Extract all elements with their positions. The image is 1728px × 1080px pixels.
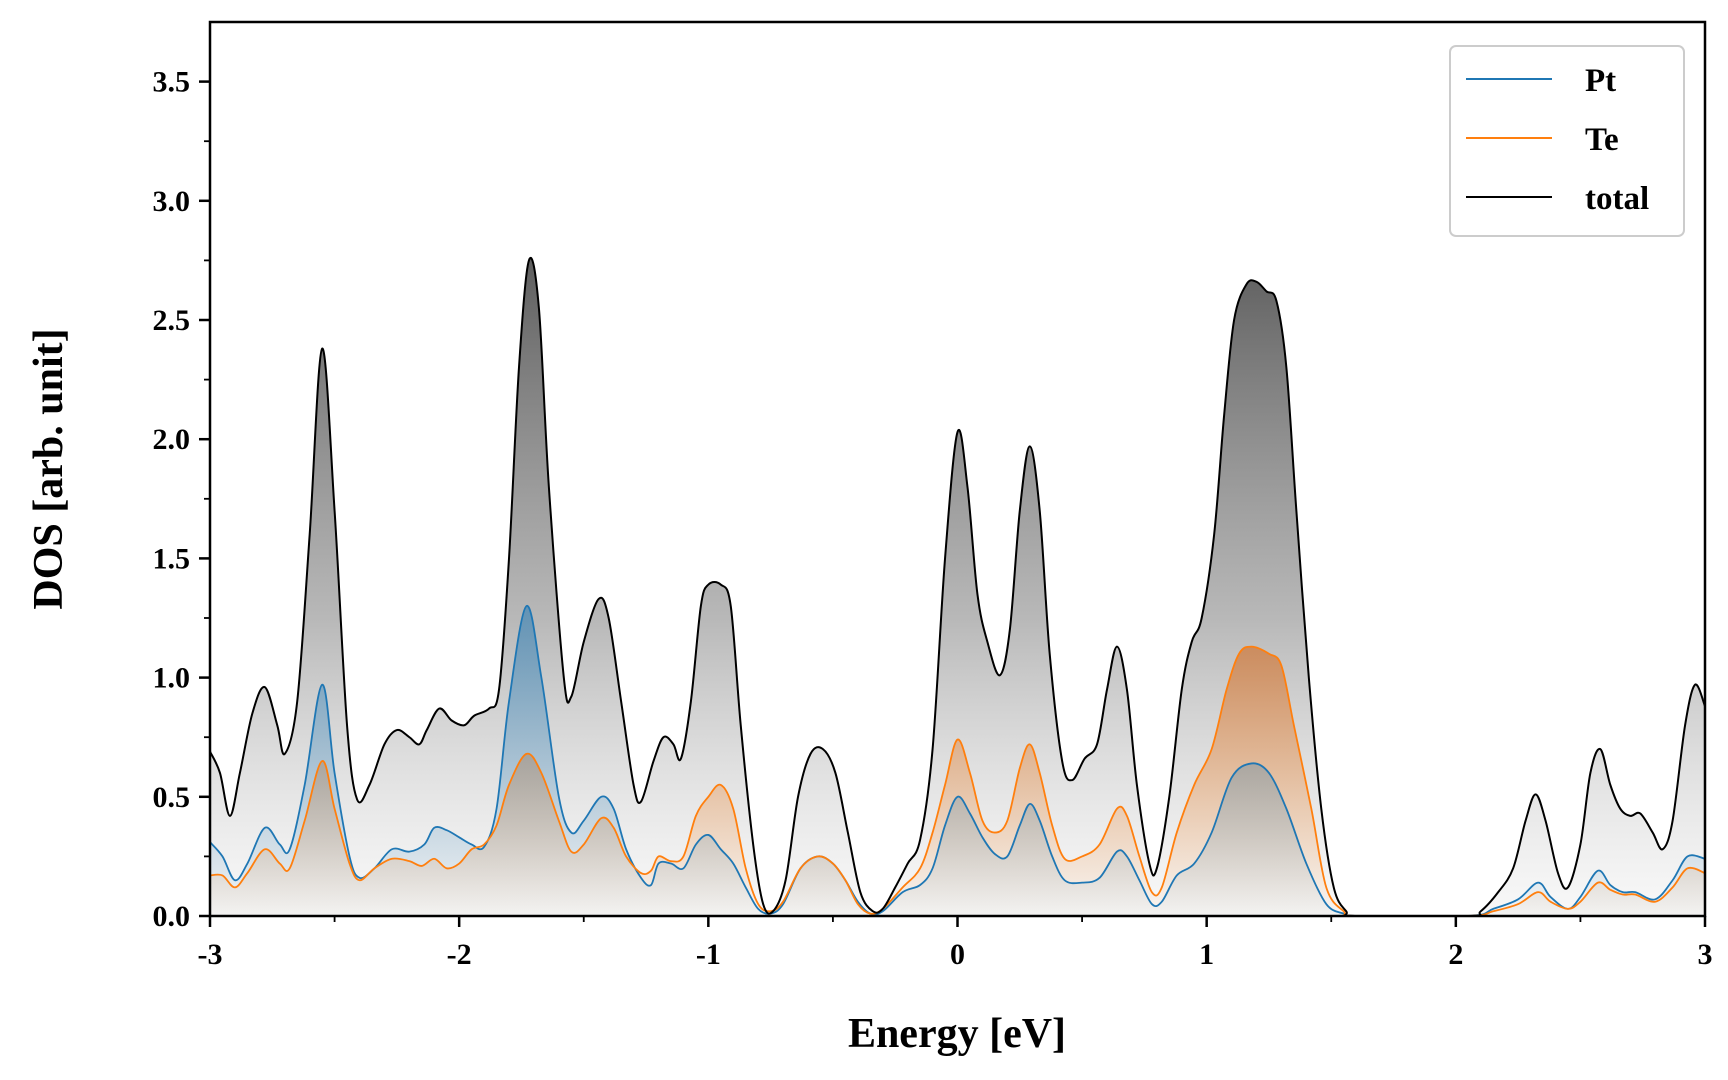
legend-label-total: total [1585,181,1649,217]
x-tick-label: -2 [447,938,472,971]
x-axis-title: Energy [eV] [848,1011,1066,1057]
y-tick-label: 3.5 [153,66,191,99]
legend-label-te: Te [1585,122,1619,158]
x-tick-label: -1 [696,938,721,971]
area-fill-pt [210,605,1705,916]
x-tick-label: 1 [1199,938,1214,971]
x-tick-label: -3 [198,938,223,971]
area-fill-total [210,257,1705,916]
y-axis-title: DOS [arb. unit] [26,328,72,609]
y-tick-label: 0.5 [153,781,191,814]
series-line-pt [210,605,1705,916]
y-tick-label: 2.0 [153,423,191,456]
y-tick-label: 0.0 [153,900,191,933]
legend: Pt Te total [1449,45,1685,237]
legend-label-pt: Pt [1585,63,1616,99]
y-tick-label: 3.0 [153,185,191,218]
y-tick-label: 2.5 [153,304,191,337]
legend-box [1449,45,1685,237]
x-tick-label: 3 [1698,938,1713,971]
x-tick-label: 2 [1448,938,1463,971]
x-tick-label: 0 [950,938,965,971]
y-tick-label: 1.0 [153,662,191,695]
y-tick-label: 1.5 [153,542,191,575]
